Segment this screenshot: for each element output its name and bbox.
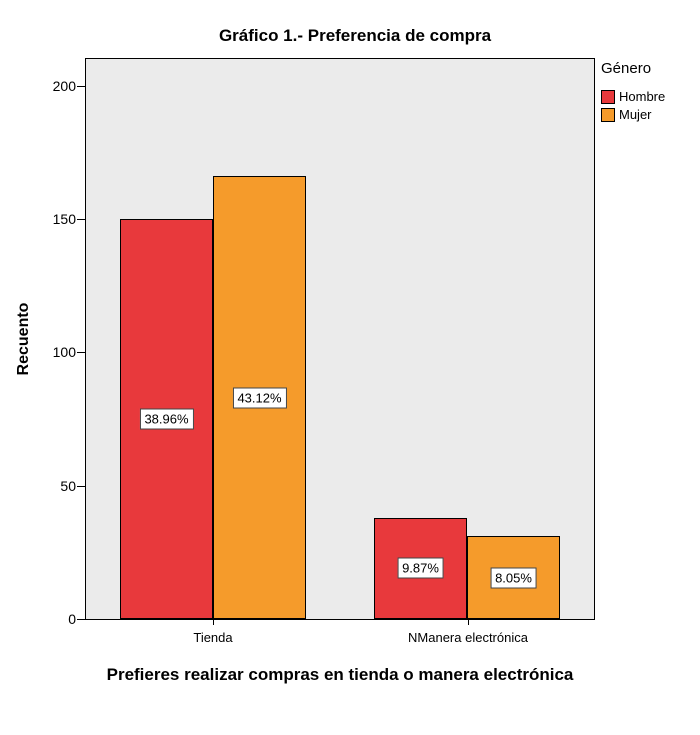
chart-title: Gráfico 1.- Preferencia de compra: [218, 26, 492, 45]
x-axis-title: Prefieres realizar compras en tienda o m…: [106, 665, 574, 684]
x-tick-mark-tienda: [213, 620, 214, 625]
y-tick-mark-100: [77, 352, 85, 354]
x-tick-mark-electronica: [468, 620, 469, 625]
legend-entry-hombre: Hombre: [601, 89, 665, 104]
plot-area: 38.96% 43.12% 9.87% 8.05%: [85, 58, 595, 620]
y-tick-mark-150: [77, 219, 85, 220]
legend-title: Género: [601, 60, 652, 77]
y-tick-label-200: 200: [52, 77, 76, 94]
legend: Género Hombre Mujer: [601, 60, 665, 125]
y-tick-label-150: 150: [52, 211, 76, 227]
bar-value-label-hombre-nmanera-electr-nica: 9.87%: [397, 557, 444, 579]
bar-value-label-mujer-nmanera-electr-nica: 8.05%: [490, 567, 537, 589]
mujer-color-swatch: [601, 107, 615, 122]
legend-entry-mujer: Mujer: [601, 107, 665, 122]
x-tick-label-tienda: Tienda: [193, 630, 233, 645]
legend-label-hombre: Hombre: [619, 89, 666, 104]
y-tick-label-100: 100: [52, 344, 76, 361]
y-tick-mark-200: [77, 85, 85, 87]
y-tick-mark-0: [77, 619, 85, 620]
y-tick-mark-50: [77, 485, 85, 487]
x-tick-label-electronica: NManera electrónica: [408, 630, 528, 645]
bar-value-label-hombre-tienda: 38.96%: [139, 408, 194, 430]
hombre-color-swatch: [601, 89, 615, 104]
y-tick-label-0: 0: [68, 611, 76, 627]
y-axis-title: Recuento: [15, 302, 32, 376]
y-tick-label-50: 50: [60, 477, 76, 494]
legend-label-mujer: Mujer: [619, 107, 652, 122]
bar-value-label-mujer-tienda: 43.12%: [232, 387, 287, 409]
